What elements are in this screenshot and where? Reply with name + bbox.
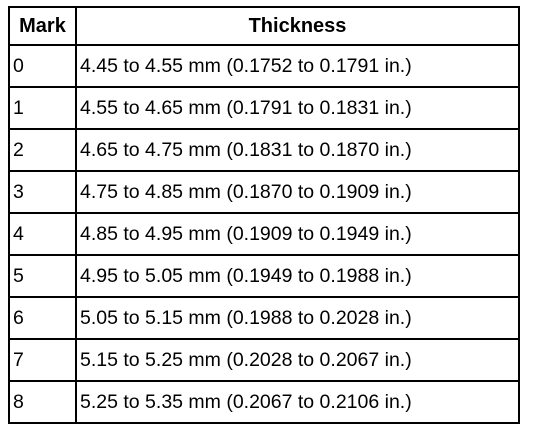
thickness-cell: 4.95 to 5.05 mm (0.1949 to 0.1988 in.) bbox=[75, 254, 520, 298]
thickness-cell: 5.25 to 5.35 mm (0.2067 to 0.2106 in.) bbox=[75, 380, 520, 424]
mark-cell: 0 bbox=[8, 44, 77, 88]
table-container: Mark Thickness 0 4.45 to 4.55 mm (0.1752 t… bbox=[8, 6, 520, 424]
table-row: 0 4.45 to 4.55 mm (0.1752 to 0.1791 in.) bbox=[8, 44, 520, 88]
mark-cell: 5 bbox=[8, 254, 77, 298]
mark-cell: 4 bbox=[8, 212, 77, 256]
header-cell: Thickness bbox=[75, 6, 520, 46]
thickness-cell: 4.45 to 4.55 mm (0.1752 to 0.1791 in.) bbox=[75, 44, 520, 88]
table-body: 0 4.45 to 4.55 mm (0.1752 to 0.1791 in.) 1… bbox=[8, 44, 520, 424]
thickness-table: Mark Thickness 0 4.45 to 4.55 mm (0.1752 t… bbox=[8, 6, 520, 424]
table-row: 2 4.65 to 4.75 mm (0.1831 to 0.1870 in.) bbox=[8, 128, 520, 172]
table-row: 7 5.15 to 5.25 mm (0.2028 to 0.2067 in.) bbox=[8, 338, 520, 382]
mark-cell: 7 bbox=[8, 338, 77, 382]
mark-cell: 1 bbox=[8, 86, 77, 130]
thickness-cell: 4.85 to 4.95 mm (0.1909 to 0.1949 in.) bbox=[75, 212, 520, 256]
mark-cell: 8 bbox=[8, 380, 77, 424]
thickness-cell: 4.65 to 4.75 mm (0.1831 to 0.1870 in.) bbox=[75, 128, 520, 172]
table-row: 6 5.05 to 5.15 mm (0.1988 to 0.2028 in.) bbox=[8, 296, 520, 340]
thickness-cell: 4.55 to 4.65 mm (0.1791 to 0.1831 in.) bbox=[75, 86, 520, 130]
table-row: 3 4.75 to 4.85 mm (0.1870 to 0.1909 in.) bbox=[8, 170, 520, 214]
thickness-cell: 5.15 to 5.25 mm (0.2028 to 0.2067 in.) bbox=[75, 338, 520, 382]
mark-cell: 2 bbox=[8, 128, 77, 172]
mark-cell: 6 bbox=[8, 296, 77, 340]
thickness-cell: 4.75 to 4.85 mm (0.1870 to 0.1909 in.) bbox=[75, 170, 520, 214]
mark-cell: 3 bbox=[8, 170, 77, 214]
thickness-cell: 5.05 to 5.15 mm (0.1988 to 0.2028 in.) bbox=[75, 296, 520, 340]
table-row: 5 4.95 to 5.05 mm (0.1949 to 0.1988 in.) bbox=[8, 254, 520, 298]
table-row: 1 4.55 to 4.65 mm (0.1791 to 0.1831 in.) bbox=[8, 86, 520, 130]
header-cell: Mark bbox=[8, 6, 77, 46]
table-row: 4 4.85 to 4.95 mm (0.1909 to 0.1949 in.) bbox=[8, 212, 520, 256]
header-row: Mark Thickness bbox=[8, 6, 520, 46]
table-row: 8 5.25 to 5.35 mm (0.2067 to 0.2106 in.) bbox=[8, 380, 520, 424]
